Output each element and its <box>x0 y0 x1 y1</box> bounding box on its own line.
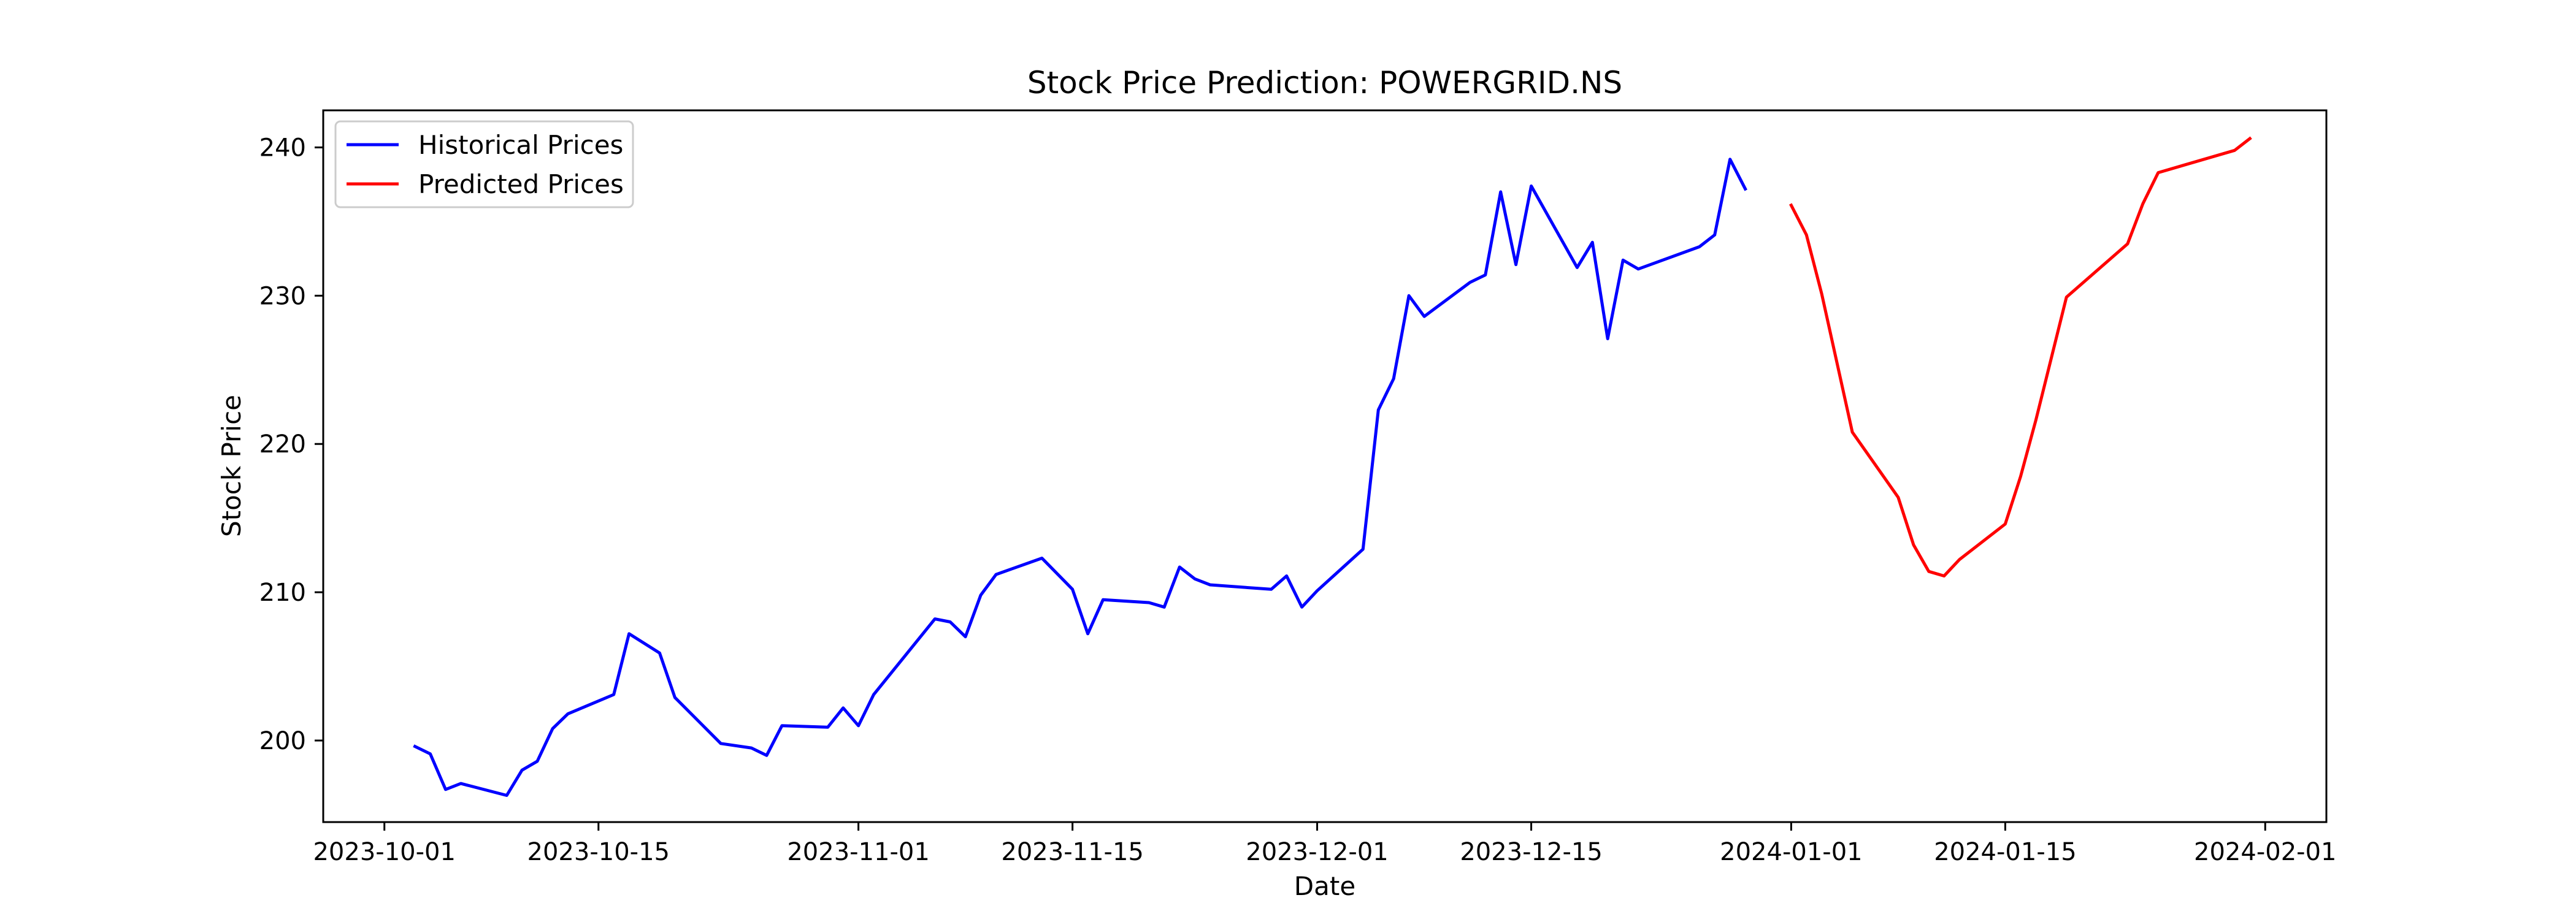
series-line-historical <box>413 158 1747 797</box>
x-tick-label: 2023-12-15 <box>1460 838 1602 866</box>
x-tick-label: 2023-10-01 <box>313 838 455 866</box>
plot-area-frame <box>322 109 2328 823</box>
series-layer <box>413 136 2252 797</box>
legend-label-predicted: Predicted Prices <box>418 169 624 199</box>
x-tick-label: 2023-11-15 <box>1001 838 1143 866</box>
x-axis-label: Date <box>1294 871 1355 901</box>
y-tick-label: 220 <box>259 430 306 459</box>
chart-title: Stock Price Prediction: POWERGRID.NS <box>1027 65 1622 101</box>
y-tick-label: 200 <box>259 727 306 755</box>
x-tick-label: 2024-01-01 <box>1720 838 1862 866</box>
y-axis: 200 210 220 230 240 <box>259 134 323 755</box>
x-tick-label: 2023-11-01 <box>787 838 929 866</box>
legend-label-historical: Historical Prices <box>418 130 623 160</box>
legend-box <box>334 120 634 208</box>
x-tick-label: 2024-02-01 <box>2194 838 2336 866</box>
y-tick-label: 240 <box>259 134 306 162</box>
x-axis: 2023-10-01 2023-10-15 2023-11-01 2023-11-15… <box>313 822 2337 866</box>
y-axis-label: Stock Price <box>217 395 247 537</box>
x-tick-label: 2023-12-01 <box>1246 838 1388 866</box>
legend: Historical Prices Predicted Prices <box>334 120 634 208</box>
x-tick-label: 2024-01-15 <box>1934 838 2076 866</box>
series-line-predicted <box>1789 136 2252 577</box>
x-tick-label: 2023-10-15 <box>527 838 670 866</box>
y-tick-label: 230 <box>259 282 306 310</box>
y-tick-label: 210 <box>259 579 306 607</box>
